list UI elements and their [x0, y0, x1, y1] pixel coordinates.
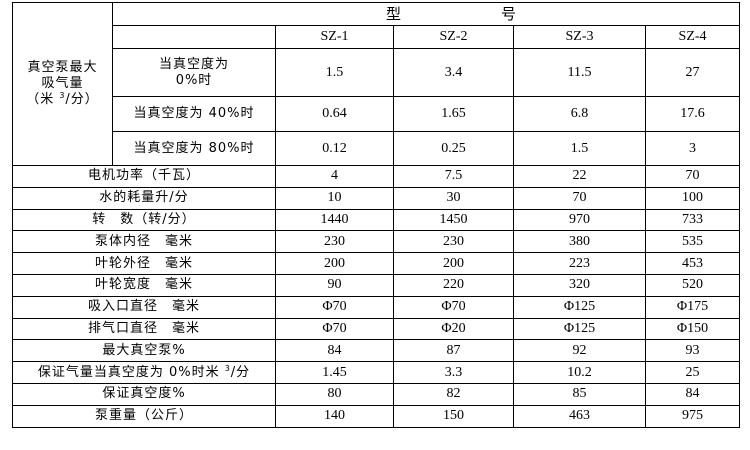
cell: 223 [513, 252, 646, 275]
row-label: 叶轮外径 毫米 [12, 252, 276, 275]
cell: 4 [275, 165, 394, 188]
cell: 453 [644, 252, 741, 275]
cell: 975 [644, 404, 741, 428]
cell: 70 [644, 165, 741, 188]
table-row: 保证真空度% 80 82 85 84 [12, 382, 741, 406]
cell: Φ70 [275, 317, 394, 341]
table-row: 排气口直径 毫米 Φ70 Φ20 Φ125 Φ150 [12, 317, 741, 341]
row-label: 水的耗量升/分 [12, 186, 276, 210]
cell: Φ125 [513, 295, 646, 319]
row-label: 泵重量（公斤） [12, 404, 276, 428]
cell: 3 [644, 131, 741, 166]
model-header: SZ-3 [513, 25, 646, 49]
table-row: 保证气量当真空度为 0%时米 3/分 1.45 3.3 10.2 25 [12, 361, 741, 384]
table-row: 电机功率（千瓦） 4 7.5 22 70 [12, 165, 741, 188]
cell: 11.5 [513, 48, 646, 97]
cell: 93 [644, 339, 741, 363]
cell: 150 [393, 404, 514, 428]
model-header: SZ-2 [393, 25, 514, 49]
cell: Φ70 [275, 295, 394, 319]
row-label: 转 数（转/分） [12, 208, 276, 232]
cell: 87 [393, 339, 514, 363]
cell: 1.5 [275, 48, 394, 97]
cell: 100 [644, 186, 741, 210]
table-row: 水的耗量升/分 10 30 70 100 [12, 186, 741, 210]
cell: 535 [644, 230, 741, 254]
row-label: 叶轮宽度 毫米 [12, 273, 276, 297]
row-label: 泵体内径 毫米 [12, 230, 276, 254]
row-label: 吸入口直径 毫米 [12, 295, 276, 319]
cell: 10.2 [513, 361, 646, 384]
row-label: 排气口直径 毫米 [12, 317, 276, 341]
cell: 200 [275, 252, 394, 275]
cell: 200 [393, 252, 514, 275]
table-row: 叶轮宽度 毫米 90 220 320 520 [12, 273, 741, 297]
cell: 1440 [275, 208, 394, 232]
row-label: 最大真空泵% [12, 339, 276, 363]
cell: 3.4 [393, 48, 514, 97]
table-row: 叶轮外径 毫米 200 200 223 453 [12, 252, 741, 275]
cell: 733 [644, 208, 741, 232]
cell: 520 [644, 273, 741, 297]
table-row: 当真空度为 80%时 0.12 0.25 1.5 3 [13, 131, 741, 166]
cell: 27 [644, 48, 741, 97]
type-header: 型号 [111, 2, 741, 26]
row-label: 保证气量当真空度为 0%时米 3/分 [12, 361, 276, 384]
cell: 140 [275, 404, 394, 428]
cell: 30 [393, 186, 514, 210]
cell: 10 [275, 186, 394, 210]
pump-spec-table: 真空泵最大 吸气量 （米 3/分） 型号 SZ-1 SZ-2 SZ-3 SZ-4 当… [12, 2, 741, 428]
cell: 230 [275, 230, 394, 254]
cell: 84 [644, 382, 741, 406]
row-label: 当真空度为 80%时 [112, 131, 276, 166]
cell: 320 [513, 273, 646, 297]
cell: 1450 [393, 208, 514, 232]
row-label: 当真空度为 40%时 [112, 96, 276, 132]
table-row: 转 数（转/分） 1440 1450 970 733 [12, 208, 741, 232]
cell: 230 [393, 230, 514, 254]
cell: 0.64 [275, 96, 394, 132]
cell: Φ150 [644, 317, 741, 341]
cell: 22 [513, 165, 646, 188]
row-label: 保证真空度% [12, 382, 276, 406]
header-row-models: SZ-1 SZ-2 SZ-3 SZ-4 [13, 25, 741, 49]
cell: 0.25 [393, 131, 514, 166]
cell: Φ20 [393, 317, 514, 341]
cell: 6.8 [513, 96, 646, 132]
cell: 380 [513, 230, 646, 254]
table-row: 最大真空泵% 84 87 92 93 [12, 339, 741, 363]
table-row: 当真空度为 40%时 0.64 1.65 6.8 17.6 [13, 96, 741, 132]
cell: 1.45 [275, 361, 394, 384]
cell: 85 [513, 382, 646, 406]
cell: 1.65 [393, 96, 514, 132]
cell: 970 [513, 208, 646, 232]
row-label: 当真空度为 0%时 [112, 48, 276, 97]
cell: 84 [275, 339, 394, 363]
cell: 82 [393, 382, 514, 406]
cell: 90 [275, 273, 394, 297]
table-row: 当真空度为 0%时 1.5 3.4 11.5 27 [13, 48, 741, 97]
table-row: 泵体内径 毫米 230 230 380 535 [12, 230, 741, 254]
cell: Φ125 [513, 317, 646, 341]
cell: Φ175 [644, 295, 741, 319]
table-row: 吸入口直径 毫米 Φ70 Φ70 Φ125 Φ175 [12, 295, 741, 319]
cell: 220 [393, 273, 514, 297]
suction-group-label: 真空泵最大 吸气量 （米 3/分） [12, 2, 113, 166]
cell: 7.5 [393, 165, 514, 188]
cell: 1.5 [513, 131, 646, 166]
cell: 463 [513, 404, 646, 428]
cell: 25 [644, 361, 741, 384]
cell: 3.3 [393, 361, 514, 384]
model-header: SZ-4 [644, 25, 741, 49]
cell: 80 [275, 382, 394, 406]
cell: Φ70 [393, 295, 514, 319]
cell: 70 [513, 186, 646, 210]
cell: 17.6 [644, 96, 741, 132]
header-row-type: 真空泵最大 吸气量 （米 3/分） 型号 [12, 2, 741, 166]
cell: 92 [513, 339, 646, 363]
table-row: 泵重量（公斤） 140 150 463 975 [12, 404, 741, 428]
cell: 0.12 [275, 131, 394, 166]
row-label: 电机功率（千瓦） [12, 165, 276, 188]
model-header: SZ-1 [275, 25, 394, 49]
